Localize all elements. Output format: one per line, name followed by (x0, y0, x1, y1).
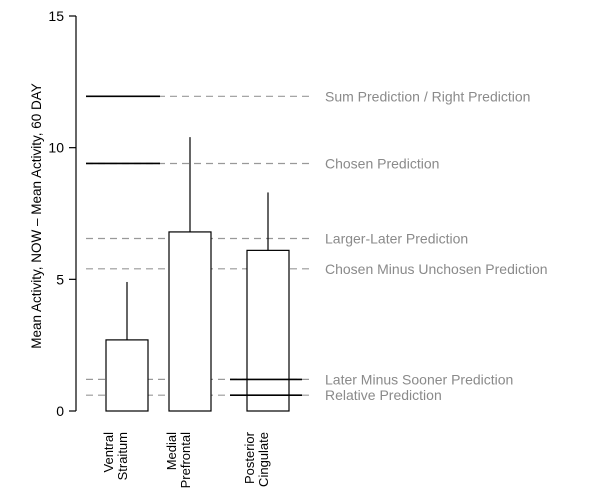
category-label-line: Ventral (101, 432, 116, 473)
axes (69, 15, 77, 412)
category-label-line: Cingulate (256, 432, 271, 487)
prediction-label: Relative Prediction (325, 387, 442, 403)
prediction-label: Chosen Prediction (325, 155, 439, 171)
labels: 0 5 10 15 Sum Prediction / Right Prediction C… (48, 8, 547, 488)
prediction-label: Chosen Minus Unchosen Prediction (325, 261, 548, 277)
y-axis-label: Mean Activity, NOW – Mean Activity, 60 D… (29, 83, 44, 349)
prediction-label: Later Minus Sooner Prediction (325, 371, 513, 387)
bars (105, 231, 290, 412)
y-tick-label: 10 (48, 140, 64, 156)
category-label-line: Prefrontal (178, 432, 193, 488)
prediction-solid-segments (86, 95, 302, 397)
category-label-line: Posterior (242, 431, 257, 484)
bar (168, 231, 212, 412)
category-label: VentralStraitum (101, 432, 130, 481)
category-label: MedialPrefrontal (164, 432, 193, 488)
error-bars (126, 137, 269, 340)
y-tick-label: 0 (56, 403, 64, 419)
prediction-label: Sum Prediction / Right Prediction (325, 88, 530, 104)
bar (246, 249, 290, 412)
bar (105, 339, 149, 412)
y-tick-label: 15 (48, 8, 64, 24)
y-tick-label: 5 (56, 271, 64, 287)
category-label-line: Straitum (115, 432, 130, 480)
category-label-line: Medial (164, 432, 179, 470)
prediction-label: Larger-Later Prediction (325, 231, 468, 247)
category-label: PosteriorCingulate (242, 431, 271, 487)
